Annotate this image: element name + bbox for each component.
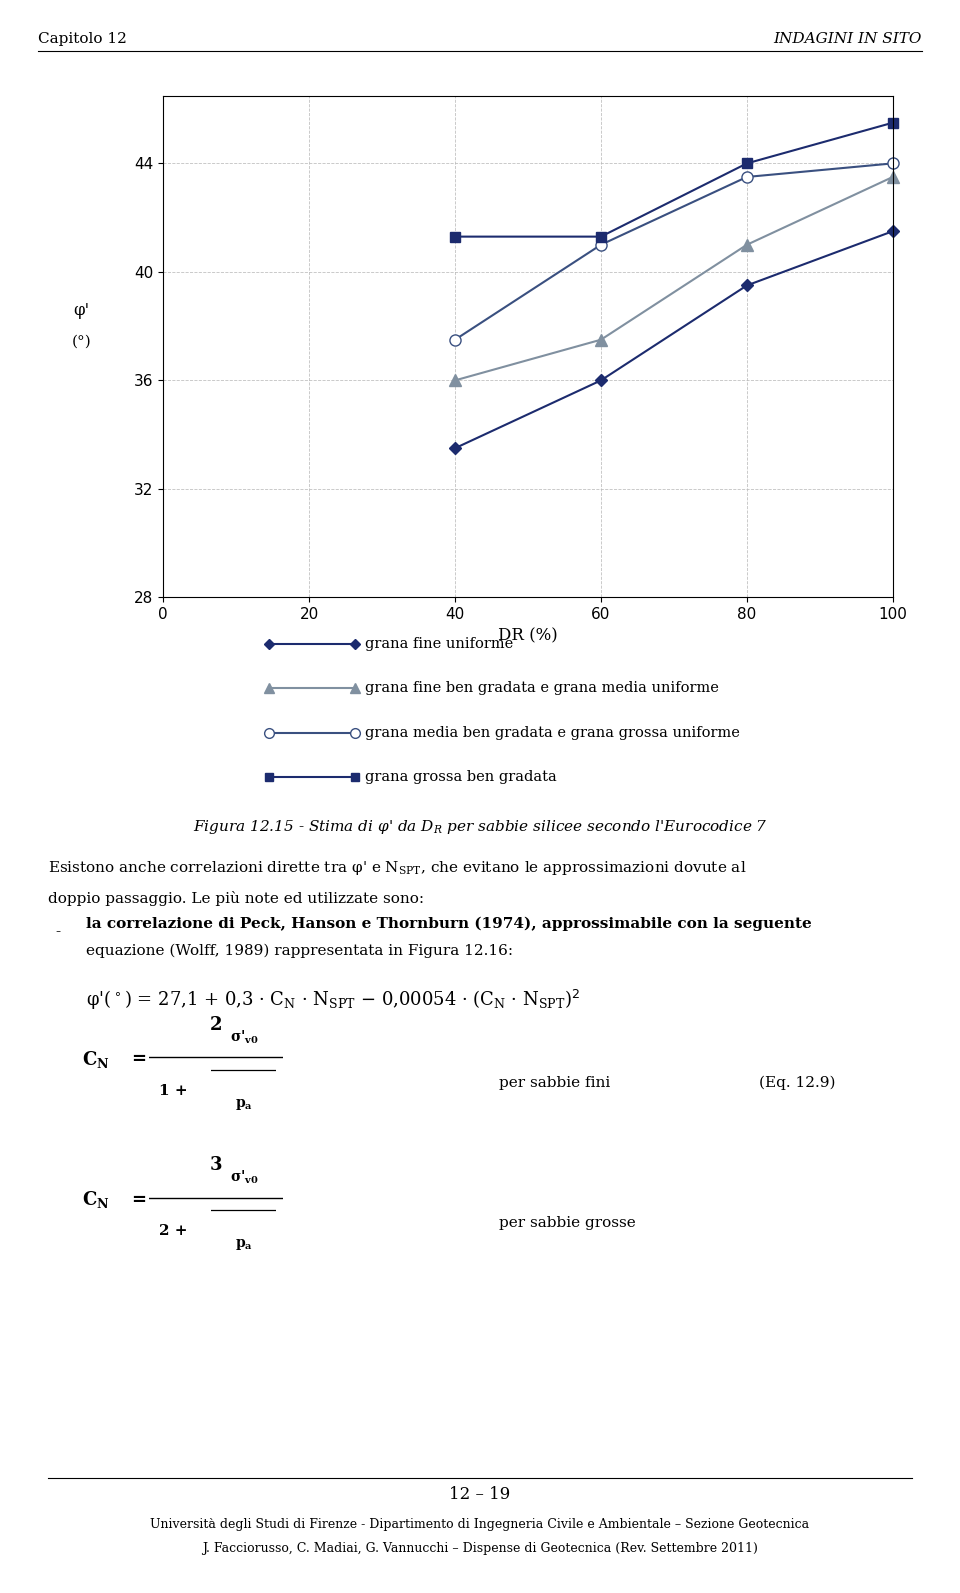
Text: σ'$_\mathregular{v0}$: σ'$_\mathregular{v0}$ [229,1169,258,1185]
Text: INDAGINI IN SITO: INDAGINI IN SITO [773,32,922,46]
Text: grana fine ben gradata e grana media uniforme: grana fine ben gradata e grana media uni… [365,682,719,695]
Text: C$_\mathregular{N}$: C$_\mathregular{N}$ [82,1048,109,1070]
Text: σ'$_\mathregular{v0}$: σ'$_\mathregular{v0}$ [229,1029,258,1045]
Text: grana media ben gradata e grana grossa uniforme: grana media ben gradata e grana grossa u… [365,726,739,739]
Text: J. Facciorusso, C. Madiai, G. Vannucchi – Dispense di Geotecnica (Rev. Settembre: J. Facciorusso, C. Madiai, G. Vannucchi … [202,1542,758,1555]
Text: grana fine uniforme: grana fine uniforme [365,637,513,650]
Text: Università degli Studi di Firenze - Dipartimento di Ingegneria Civile e Ambienta: Università degli Studi di Firenze - Dipa… [151,1518,809,1531]
Text: φ': φ' [74,301,89,319]
Text: -: - [56,926,60,938]
Text: doppio passaggio. Le più note ed utilizzate sono:: doppio passaggio. Le più note ed utilizz… [48,890,424,906]
Text: 2: 2 [209,1016,223,1034]
Text: C$_\mathregular{N}$: C$_\mathregular{N}$ [82,1188,109,1211]
Text: per sabbie fini: per sabbie fini [499,1077,611,1090]
Text: 3: 3 [209,1157,223,1174]
Text: =: = [132,1050,147,1069]
Text: p$_\mathregular{a}$: p$_\mathregular{a}$ [235,1238,252,1252]
Text: Figura 12.15 - Stima di φ' da D$_\mathregular{R}$ per sabbie silicee secondo l'E: Figura 12.15 - Stima di φ' da D$_\mathre… [193,817,767,836]
Text: (Eq. 12.9): (Eq. 12.9) [758,1075,835,1091]
Text: grana grossa ben gradata: grana grossa ben gradata [365,771,557,784]
Text: per sabbie grosse: per sabbie grosse [499,1217,636,1230]
Text: 1 +: 1 + [158,1083,187,1098]
Text: =: = [132,1190,147,1209]
Text: Esistono anche correlazioni dirette tra φ' e N$_{\mathregular{SPT}}$, che evitan: Esistono anche correlazioni dirette tra … [48,859,747,878]
Text: 2 +: 2 + [158,1223,187,1238]
Text: (°): (°) [72,335,91,349]
Text: Capitolo 12: Capitolo 12 [38,32,128,46]
Text: p$_\mathregular{a}$: p$_\mathregular{a}$ [235,1098,252,1112]
X-axis label: DR (%): DR (%) [498,628,558,645]
Text: equazione (Wolff, 1989) rappresentata in Figura 12.16:: equazione (Wolff, 1989) rappresentata in… [86,943,514,959]
Text: φ'($^\circ$) = 27,1 + 0,3 · C$_\mathregular{N}$ · N$_\mathregular{SPT}$ − 0,0005: φ'($^\circ$) = 27,1 + 0,3 · C$_\mathregu… [86,988,581,1013]
Text: 12 – 19: 12 – 19 [449,1486,511,1502]
Text: la correlazione di Peck, Hanson e Thornburn (1974), approssimabile con la seguen: la correlazione di Peck, Hanson e Thornb… [86,916,812,932]
